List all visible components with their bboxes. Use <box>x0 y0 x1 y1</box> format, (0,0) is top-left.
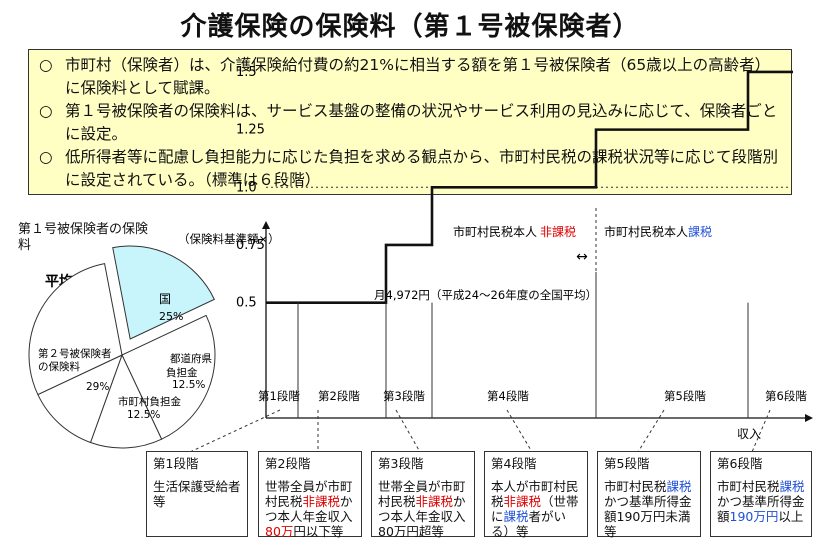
emphasis-text: 課税 <box>666 479 692 494</box>
stage-label: 第2段階 <box>318 389 360 403</box>
emphasis-text: 80万 <box>265 524 294 539</box>
tax-label-emph: 課税 <box>688 224 712 239</box>
pie-slice <box>89 353 163 449</box>
pie-slice-pct: 12.5% <box>172 379 205 391</box>
pie-chart-title: 第１号被保険者の保険料 <box>18 222 149 253</box>
stage-label: 第5段階 <box>664 389 706 403</box>
stage-label: 第4段階 <box>487 389 529 403</box>
income-axis-label: 収入 <box>737 427 761 441</box>
pie-slice-label: 国 <box>159 292 171 306</box>
y-axis-label: （保険料基準額×） <box>178 232 280 246</box>
pie-slice-label: 市町村負担金 <box>118 395 181 408</box>
stage-box-heading: 第5段階 <box>604 456 650 471</box>
description-text: 世帯全員が市町村民税 <box>378 479 466 509</box>
pie-slice <box>112 245 215 340</box>
description-text: （世帯に <box>491 494 579 524</box>
premium-step-line <box>266 70 793 304</box>
y-tick-label: 1.5 <box>236 65 257 80</box>
y-tick-label: 1.0 <box>236 180 257 195</box>
stage-label: 第1段階 <box>258 389 300 403</box>
description-text: かつ本人年金収入80万円超等 <box>378 494 466 539</box>
double-arrow-icon: ↔ <box>576 249 588 265</box>
stage-box: 第3段階世帯全員が市町村民税非課税かつ本人年金収入80万円超等 <box>371 451 475 539</box>
emphasis-text: 非課税 <box>415 494 454 509</box>
stage-box-description: 本人が市町村民税非課税（世帯に課税者がいる）等 <box>491 479 581 539</box>
stage-box-heading: 第1段階 <box>153 456 199 471</box>
stage-box-heading: 第4段階 <box>491 456 537 471</box>
y-tick-label: 0.75 <box>236 238 265 253</box>
stage-connector <box>751 409 771 453</box>
pie-slice <box>37 354 123 444</box>
stage-label: 第6段階 <box>765 389 807 403</box>
stage-box-description: 生活保護受給者等 <box>153 479 241 509</box>
bullet-circle: ○ <box>39 148 53 166</box>
nontax-label-prefix: 市町村民税本人 <box>453 224 537 239</box>
pie-slice-label: 第２号被保険者 <box>38 347 112 360</box>
pie-slice-label: 負担金 <box>166 366 198 379</box>
emphasis-text: 190万円 <box>729 509 779 524</box>
pie-slice-pct: 12.5% <box>127 409 160 421</box>
nontax-label-emph: 非課税 <box>540 224 576 239</box>
page-title: 介護保険の保険料（第１号被保険者） <box>180 12 640 42</box>
stage-box-description: 市町村民税課税かつ基準所得金額190万円以上 <box>717 479 805 524</box>
description-text: 者がいる）等 <box>491 509 567 539</box>
description-text: 生活保護受給者等 <box>153 479 241 509</box>
description-text: 市町村民税 <box>604 479 667 494</box>
stage-box-description: 世帯全員が市町村民税非課税かつ本人年金収入80万円超等 <box>378 479 468 539</box>
bullet-circle: ○ <box>39 56 53 74</box>
pie-slice <box>28 263 123 396</box>
tax-label-prefix: 市町村民税本人 <box>604 224 688 239</box>
pie-slice-pct: 29% <box>86 381 109 393</box>
reference-line-label: 月4,972円（平成24～26年度の全国平均） <box>374 288 597 302</box>
stage-box: 第1段階生活保護受給者等 <box>146 451 248 537</box>
pie-slice <box>121 314 216 440</box>
description-text: 以上 <box>778 509 804 524</box>
stage-connector <box>506 409 533 453</box>
pie-slice-label: 都道府県 <box>170 352 212 365</box>
notice-item: ○ 低所得者等に配慮し負担能力に応じた負担を求める観点から、市町村民税の課税状況… <box>39 146 781 192</box>
y-tick-label: 0.5 <box>236 296 257 311</box>
x-axis-arrow-icon <box>805 414 813 422</box>
stage-connector <box>637 409 665 453</box>
description-text: 市町村民税 <box>717 479 780 494</box>
stage-connector <box>189 409 281 453</box>
pie-slice-pct: 25% <box>159 310 183 323</box>
emphasis-text: 課税 <box>503 509 529 524</box>
stage-box: 第4段階本人が市町村民税非課税（世帯に課税者がいる）等 <box>484 451 588 539</box>
summary-notice-box: ○ 市町村（保険者）は、介護保険給付費の約21%に相当する額を第１号被保険者（6… <box>28 49 792 195</box>
description-text: かつ基準所得金額 <box>717 494 805 524</box>
description-text: 円以下等 <box>293 524 344 539</box>
description-text: かつ基準所得金額190万円未満等 <box>604 494 692 539</box>
stage-box-heading: 第3段階 <box>378 456 424 471</box>
notice-item-text: 低所得者等に配慮し負担能力に応じた負担を求める観点から、市町村民税の課税状況等に… <box>65 148 779 189</box>
notice-item: ○ 第１号被保険者の保険料は、サービス基盤の整備の状況やサービス利用の見込みに応… <box>39 100 781 146</box>
stage-box-description: 世帯全員が市町村民税非課税かつ本人年金収入80万円以下等 <box>265 479 355 539</box>
stage-box: 第6段階市町村民税課税かつ基準所得金額190万円以上 <box>710 451 812 537</box>
emphasis-text: 課税 <box>779 479 805 494</box>
bullet-circle: ○ <box>39 102 53 120</box>
emphasis-text: 非課税 <box>503 494 542 509</box>
stage-box-heading: 第2段階 <box>265 456 311 471</box>
stage-box-heading: 第6段階 <box>717 456 763 471</box>
stage-box-description: 市町村民税課税かつ基準所得金額190万円未満等 <box>604 479 694 539</box>
stage-box: 第2段階世帯全員が市町村民税非課税かつ本人年金収入80万円以下等 <box>258 451 362 539</box>
notice-item-text: 第１号被保険者の保険料は、サービス基盤の整備の状況やサービス利用の見込みに応じて… <box>65 102 778 143</box>
stage-connector <box>395 409 421 453</box>
stage-box: 第5段階市町村民税課税かつ基準所得金額190万円未満等 <box>597 451 701 539</box>
pie-slice-label: の保険料 <box>38 360 80 373</box>
emphasis-text: 非課税 <box>302 494 341 509</box>
y-tick-label: 1.25 <box>236 123 265 138</box>
description-text: 本人が市町村民税 <box>491 479 579 509</box>
description-text: かつ本人年金収入 <box>265 494 353 524</box>
notice-item: ○ 市町村（保険者）は、介護保険給付費の約21%に相当する額を第１号被保険者（6… <box>39 54 781 100</box>
description-text: 世帯全員が市町村民税 <box>265 479 353 509</box>
notice-item-text: 市町村（保険者）は、介護保険給付費の約21%に相当する額を第１号被保険者（65歳… <box>65 56 771 97</box>
stage-label: 第3段階 <box>383 389 425 403</box>
y-axis-arrow-icon <box>262 221 270 229</box>
